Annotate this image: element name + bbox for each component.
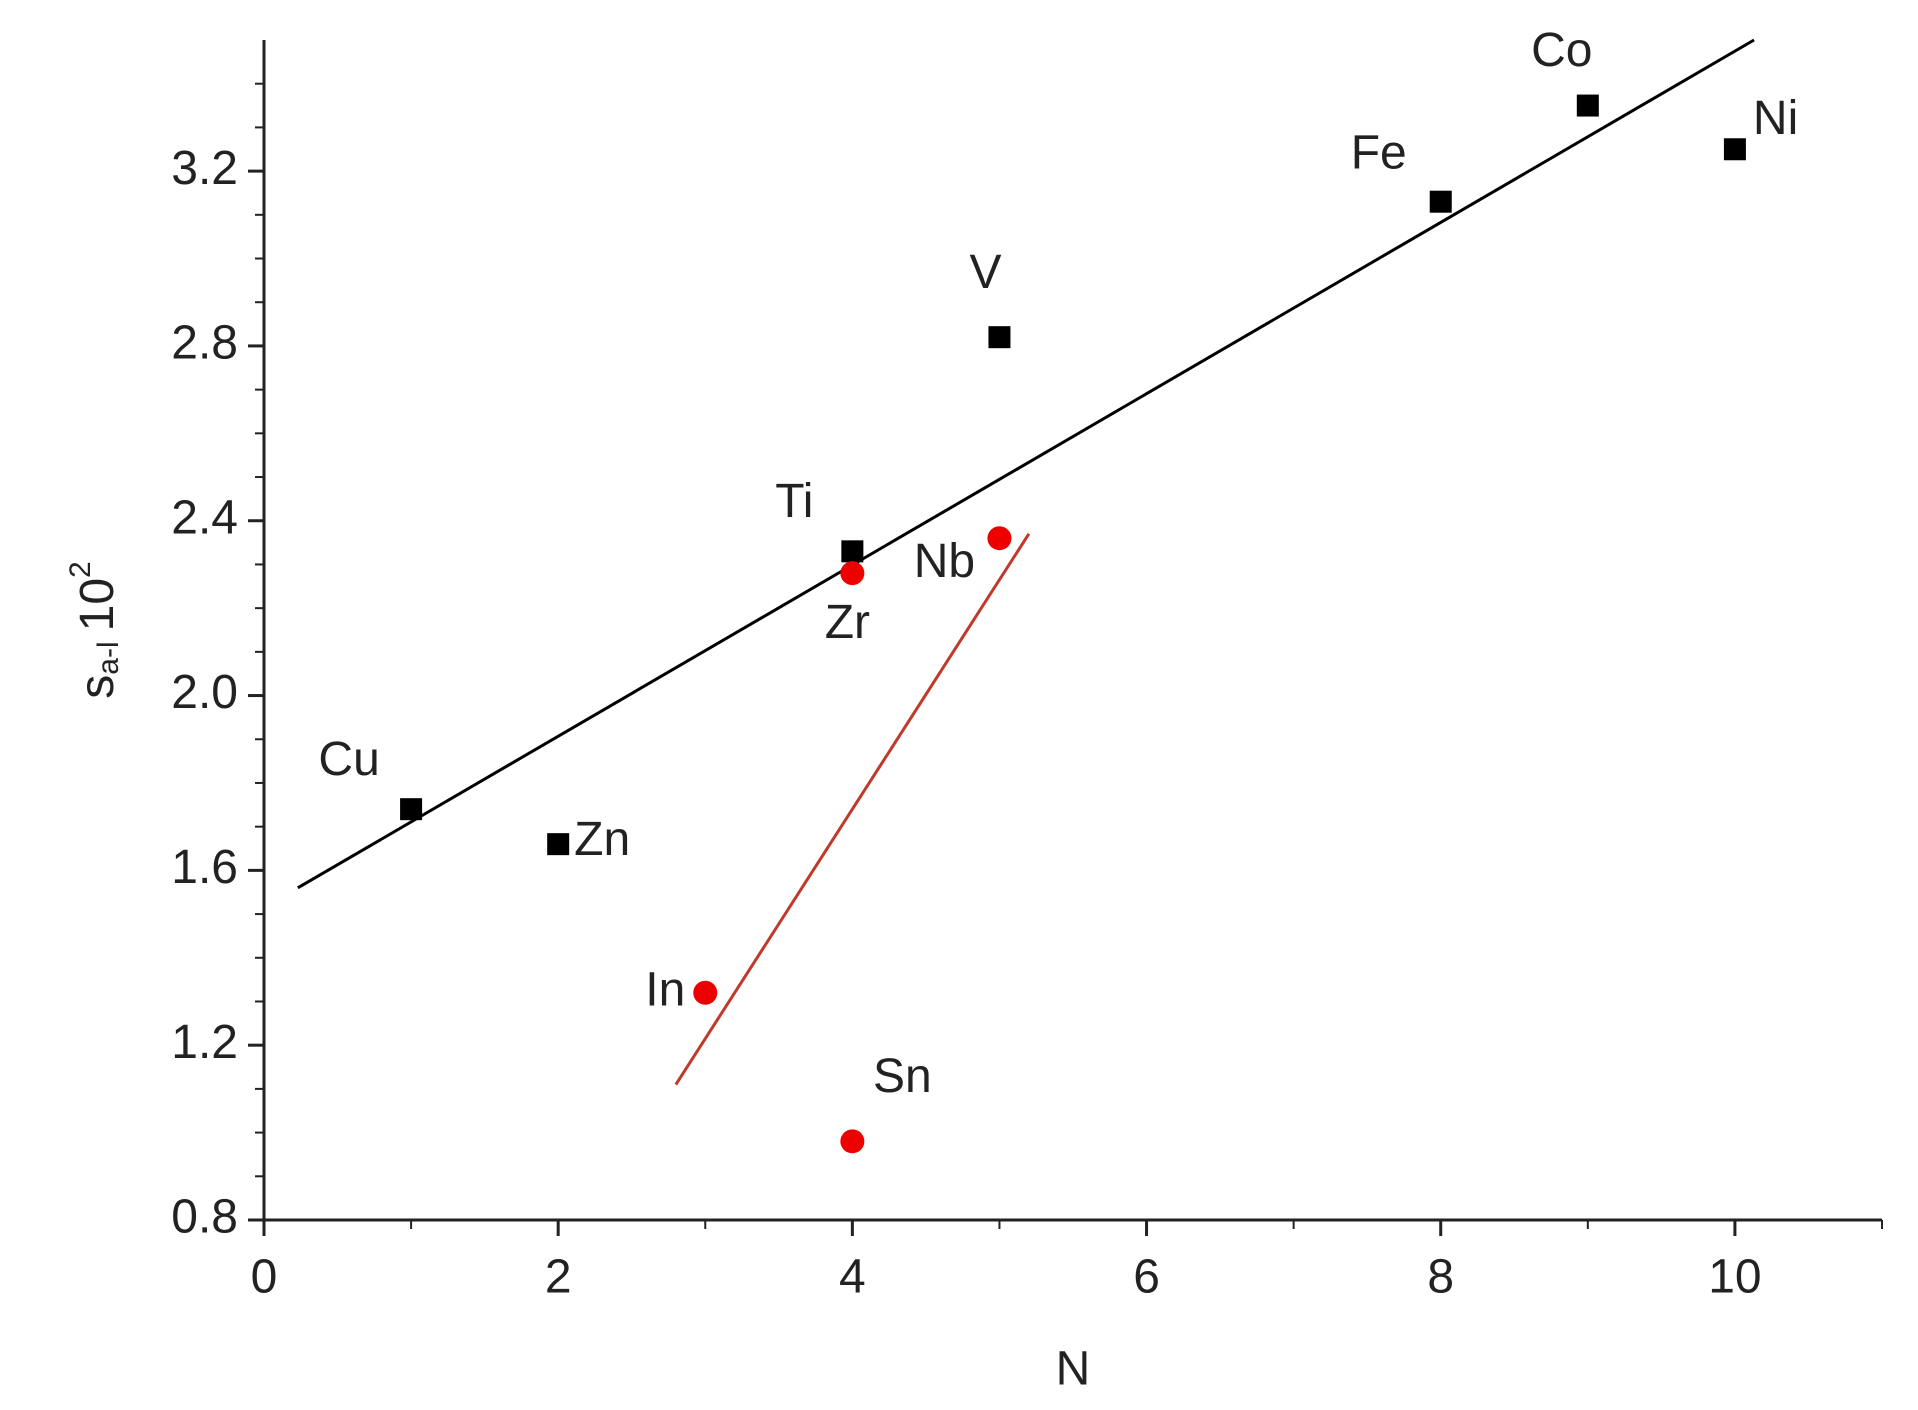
point-label: In — [645, 963, 685, 1016]
y-tick-label: 2.8 — [171, 317, 238, 370]
y-tick-label: 2.0 — [171, 666, 238, 719]
point — [547, 833, 570, 856]
y-tick-label: 3.2 — [171, 142, 238, 195]
point — [840, 1129, 865, 1154]
y-label-sub: a-l — [92, 641, 125, 674]
point — [400, 798, 423, 821]
x-tick-label: 8 — [1427, 1251, 1454, 1304]
y-label-factor: 10 — [71, 578, 124, 631]
point-label: Nb — [914, 535, 975, 588]
point-label: Sn — [873, 1050, 932, 1103]
point — [1723, 138, 1746, 161]
y-tick-label: 1.6 — [171, 841, 238, 894]
point-label: Co — [1531, 24, 1592, 77]
point — [1576, 94, 1599, 117]
y-label-sup: 2 — [64, 561, 97, 578]
y-tick-label: 1.2 — [171, 1016, 238, 1069]
point-label: Zr — [825, 596, 870, 649]
x-tick-label: 2 — [545, 1251, 572, 1304]
point-label: V — [969, 246, 1001, 299]
x-axis-label: N — [1056, 1343, 1091, 1396]
fit-line — [674, 533, 1031, 1086]
x-tick-label: 6 — [1133, 1251, 1160, 1304]
y-label-base: s — [71, 675, 124, 699]
point — [841, 540, 864, 563]
point-label: Ti — [775, 475, 813, 528]
y-tick-label: 2.4 — [171, 491, 238, 544]
point — [987, 526, 1012, 551]
y-axis-label: sa-l 102 — [64, 561, 125, 698]
y-tick-label: 0.8 — [171, 1191, 238, 1244]
point-label: Cu — [318, 733, 379, 786]
x-tick-label: 4 — [839, 1251, 866, 1304]
x-tick-label: 0 — [251, 1251, 278, 1304]
point — [988, 326, 1011, 349]
point — [693, 980, 718, 1005]
point — [1429, 190, 1452, 213]
point-label: Zn — [574, 813, 630, 866]
point — [840, 561, 865, 586]
point-label: Ni — [1753, 92, 1798, 145]
x-tick-label: 10 — [1708, 1251, 1761, 1304]
fit-line — [297, 38, 1755, 890]
point-label: Fe — [1351, 126, 1407, 179]
